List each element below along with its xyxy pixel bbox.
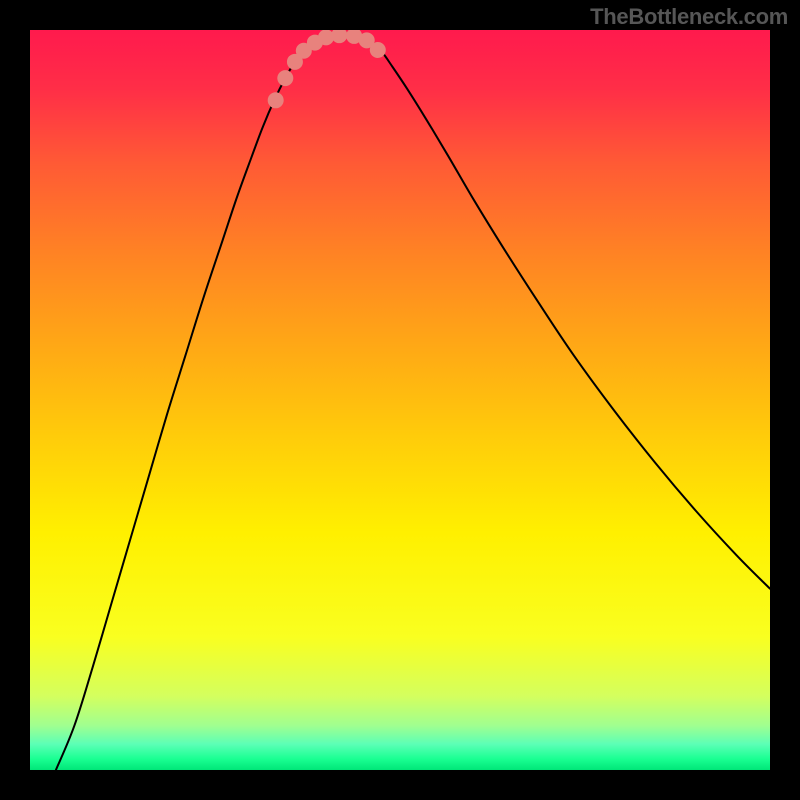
marker-point [277, 70, 293, 86]
plot-area [30, 30, 770, 770]
marker-point [370, 42, 386, 58]
watermark-text: TheBottleneck.com [590, 4, 788, 30]
plot-background [30, 30, 770, 770]
chart-container: TheBottleneck.com [0, 0, 800, 800]
marker-point [268, 92, 284, 108]
marker-point [318, 30, 334, 45]
chart-svg [30, 30, 770, 770]
